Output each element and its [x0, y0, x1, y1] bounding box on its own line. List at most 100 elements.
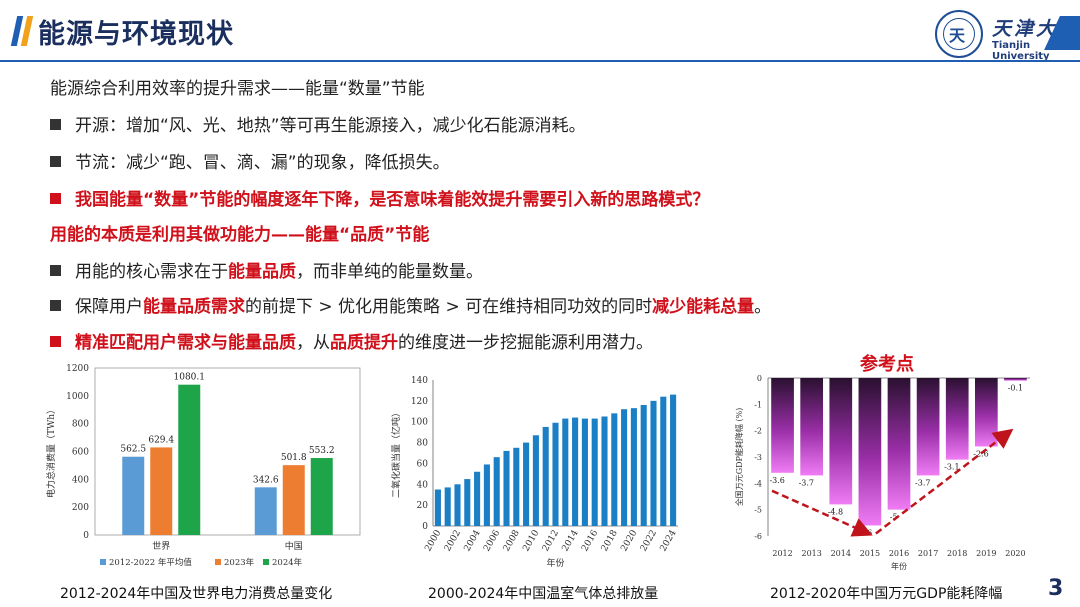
legend-swatch: [100, 559, 106, 565]
y-tick-label: -1: [754, 400, 762, 409]
bar: [552, 422, 559, 526]
x-tick-label: 2022: [639, 529, 659, 554]
x-tick-label: 2019: [976, 549, 996, 558]
bar: [254, 487, 277, 535]
data-label: 501.8: [281, 453, 307, 463]
data-label: 562.5: [120, 445, 146, 455]
x-tick-label: 中国: [285, 540, 303, 552]
x-tick-label: 2016: [889, 549, 909, 558]
bullet-item: 节流：减少“跑、冒、滴、漏”的现象，降低损失。: [50, 148, 450, 173]
x-tick-label: 2020: [619, 528, 639, 553]
x-tick-label: 2010: [521, 528, 541, 553]
data-label: -3.7: [915, 478, 930, 487]
bar: [611, 413, 618, 526]
bar: [310, 458, 333, 535]
y-tick-label: 140: [411, 376, 428, 386]
bar: [483, 464, 490, 526]
y-axis-label: 电力总消费量（TWh）: [45, 405, 57, 498]
bullet-item: 开源：增加“风、光、地热”等可再生能源接入，减少化石能源消耗。: [50, 111, 586, 136]
y-tick-label: 0: [422, 522, 428, 532]
data-label: 553.2: [309, 446, 335, 456]
x-tick-label: 2015: [860, 549, 880, 558]
bar: [150, 447, 173, 535]
bar: [591, 418, 598, 526]
chart3-caption: 2012-2020年中国万元GDP能耗降幅: [770, 586, 1003, 602]
bar: [282, 465, 305, 535]
bar: [532, 435, 539, 526]
bar: [464, 479, 471, 526]
legend-label: 2024年: [272, 557, 303, 568]
y-tick-label: 400: [72, 475, 89, 485]
y-tick-label: 200: [72, 503, 89, 513]
bar: [474, 471, 481, 526]
electricity-consumption-chart: 0 200 400 600 800 1000 1200 电力总消费量（TWh） 562.5629…: [45, 364, 361, 568]
y-axis-label: 二氧化碳当量（亿吨）: [390, 408, 402, 498]
bar: [640, 405, 647, 526]
x-axis-label: 年份: [546, 557, 564, 569]
bar: [945, 378, 969, 460]
section1-heading: 能源综合利用效率的提升需求——能量“数量”节能: [50, 79, 425, 99]
legend-swatch: [263, 559, 269, 565]
bar: [858, 378, 882, 526]
bar: [434, 489, 441, 526]
x-tick-label: 2018: [600, 528, 620, 553]
page-number: 3: [1048, 576, 1064, 601]
bar: [513, 447, 520, 526]
x-tick-label: 2014: [831, 549, 851, 558]
reference-point-label: 参考点: [860, 354, 914, 375]
bar: [542, 426, 549, 526]
bar: [771, 378, 794, 473]
university-name-en: Tianjin University: [992, 40, 1050, 62]
x-tick-label: 2016: [580, 528, 600, 553]
bar: [800, 378, 824, 476]
y-tick-label: 20: [417, 501, 429, 511]
bar: [974, 378, 998, 447]
y-tick-label: 0: [757, 374, 762, 383]
x-tick-label: 2018: [947, 549, 967, 558]
y-tick-label: 80: [417, 439, 429, 449]
y-tick-label: 0: [83, 531, 89, 541]
y-tick-label: -5: [754, 506, 762, 515]
x-tick-label: 2004: [463, 528, 483, 553]
bar: [523, 442, 530, 526]
bar: [122, 456, 145, 535]
y-axis-label: 全国万元GDP能耗降幅 (%): [734, 408, 744, 507]
bar: [670, 394, 677, 526]
y-tick-label: -4: [754, 479, 762, 488]
header-bar: 能源与环境现状 天 天津大学 Tianjin University: [0, 0, 1080, 62]
data-label: -3.6: [769, 476, 784, 485]
header-divider: [0, 60, 1080, 62]
square-bullet-icon: [50, 265, 61, 276]
data-label: 629.4: [148, 435, 174, 445]
x-tick-label: 2020: [1005, 549, 1025, 558]
legend-label: 2012-2022 年平均值: [109, 557, 192, 568]
university-seal-icon: 天: [935, 10, 983, 58]
x-tick-label: 2008: [502, 528, 522, 553]
data-label: -3.7: [799, 478, 814, 487]
plot-frame: [94, 367, 361, 536]
bullet-item: 用能的核心需求在于能量品质，而非单纯的能量数量。: [50, 257, 483, 282]
square-bullet-icon: [50, 193, 61, 204]
legend-label: 2023年: [224, 557, 255, 568]
x-axis-label: 年份: [891, 561, 907, 571]
chart1-caption: 2012-2024年中国及世界电力消费总量变化: [60, 586, 333, 602]
bar: [444, 487, 451, 526]
y-tick-label: 600: [72, 448, 89, 458]
bullet-item-question: 我国能量“数量”节能的幅度逐年下降，是否意味着能效提升需要引入新的思路模式？: [50, 185, 709, 210]
y-tick-label: -6: [754, 532, 762, 541]
x-tick-label: 2014: [561, 528, 581, 553]
bar: [601, 416, 608, 526]
x-tick-label: 2002: [443, 529, 463, 554]
square-bullet-icon: [50, 156, 61, 167]
y-tick-label: -3: [754, 453, 762, 462]
y-tick-label: 1200: [66, 364, 89, 374]
bar: [493, 457, 500, 526]
bar: [621, 409, 628, 526]
y-tick-label: 100: [411, 418, 428, 428]
square-bullet-icon: [50, 119, 61, 130]
section2-heading: 用能的本质是利用其做功能力——能量“品质”节能: [50, 225, 430, 245]
ghg-emissions-chart: 0 20 40 60 80 100 120 140 二氧化碳当量（亿吨） 2000 2002 2004…: [390, 376, 679, 569]
data-label: -4.8: [828, 507, 843, 516]
y-tick-label: 60: [417, 459, 429, 469]
trend-arrow-up-icon: [875, 428, 1014, 535]
